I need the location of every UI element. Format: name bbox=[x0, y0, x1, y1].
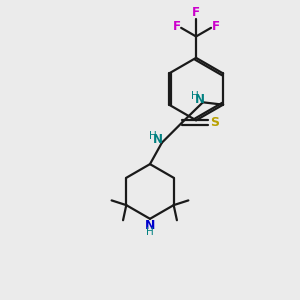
Text: N: N bbox=[145, 219, 155, 232]
Text: S: S bbox=[210, 116, 219, 129]
Text: N: N bbox=[195, 93, 205, 106]
Text: F: F bbox=[192, 6, 200, 19]
Text: H: H bbox=[146, 226, 154, 237]
Text: H: H bbox=[191, 91, 198, 101]
Text: N: N bbox=[153, 133, 163, 146]
Text: F: F bbox=[212, 20, 220, 33]
Text: H: H bbox=[149, 131, 157, 141]
Text: F: F bbox=[173, 20, 181, 33]
